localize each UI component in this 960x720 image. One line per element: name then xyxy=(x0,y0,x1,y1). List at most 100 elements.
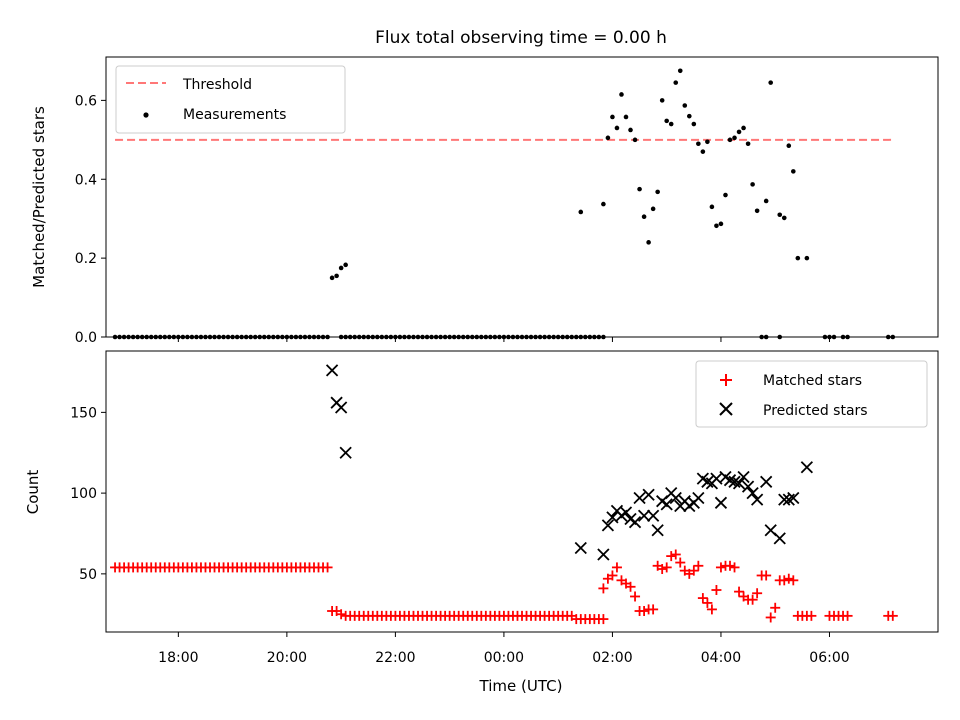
measurement-point xyxy=(637,186,642,192)
top-ylabel: Matched/Predicted stars xyxy=(30,106,48,288)
predicted-star-point xyxy=(619,506,633,519)
measurement-point xyxy=(682,103,688,108)
bottom-x-tick-label: 18:00 xyxy=(158,650,198,666)
matched-star-point xyxy=(322,562,333,573)
measurement-point xyxy=(628,127,633,133)
measurement-point xyxy=(714,223,719,229)
matched-star-point xyxy=(657,564,668,575)
measurement-point xyxy=(804,255,810,261)
legend-measurement-label: Measurements xyxy=(183,107,286,123)
measurement-point xyxy=(338,265,344,271)
predicted-star-point xyxy=(787,491,800,505)
matched-star-point xyxy=(598,583,609,594)
measurement-point xyxy=(768,80,773,85)
bottom-y-tick-label: 100 xyxy=(70,486,97,502)
predicted-star-point xyxy=(669,491,682,505)
matched-star-point xyxy=(715,562,726,573)
measurement-point xyxy=(786,143,792,149)
measurement-point xyxy=(343,262,348,268)
predicted-star-point xyxy=(692,491,705,505)
predicted-star-point xyxy=(339,446,352,459)
measurement-point xyxy=(795,255,801,261)
predicted-star-point xyxy=(574,541,587,555)
matched-star-point xyxy=(630,591,641,602)
predicted-star-point xyxy=(750,493,764,506)
measurement-point xyxy=(777,212,783,218)
matched-star-point xyxy=(765,612,776,623)
matched-star-point xyxy=(761,570,772,581)
measurement-point xyxy=(623,114,629,120)
measurement-point xyxy=(718,221,724,227)
predicted-star-point xyxy=(651,524,664,537)
measurement-point xyxy=(655,189,660,195)
predicted-star-point xyxy=(732,477,746,490)
measurement-point xyxy=(687,113,692,119)
bottom-legend: Matched stars Predicted stars xyxy=(695,360,928,428)
predicted-star-point xyxy=(628,516,642,529)
bottom-axes-frame xyxy=(105,350,939,633)
bottom-x-tick-label: 06:00 xyxy=(809,650,849,666)
bottom-data-layer xyxy=(110,364,898,625)
legend-matched-label: Matched stars xyxy=(763,373,862,389)
matched-star-point xyxy=(734,586,745,597)
predicted-star-point xyxy=(746,486,759,500)
predicted-star-point xyxy=(660,498,673,511)
matched-star-point xyxy=(887,610,898,621)
figure-title: Flux total observing time = 0.00 h xyxy=(375,28,667,48)
top-y-tick-label: 0.6 xyxy=(75,93,97,109)
measurement-point xyxy=(705,139,710,145)
measurement-point xyxy=(677,68,683,74)
matched-star-point xyxy=(670,549,681,560)
measurement-point xyxy=(727,137,733,143)
matched-star-point xyxy=(788,575,799,586)
predicted-star-point xyxy=(597,548,610,561)
matched-star-point xyxy=(842,610,853,621)
measurement-point xyxy=(763,198,769,204)
measurement-point xyxy=(745,141,751,147)
top-axes-frame xyxy=(105,56,939,338)
predicted-star-point xyxy=(737,470,750,484)
bottom-x-tick-label: 00:00 xyxy=(484,650,524,666)
measurement-point xyxy=(736,129,742,135)
matched-star-point xyxy=(661,562,672,573)
predicted-star-point xyxy=(800,461,814,474)
matched-star-point xyxy=(607,570,618,581)
measurement-point xyxy=(723,192,728,198)
measurement-point xyxy=(601,201,606,207)
matched-star-point xyxy=(688,565,699,576)
measurement-point xyxy=(619,92,624,97)
measurement-point xyxy=(741,125,746,131)
matched-star-point xyxy=(725,560,735,571)
bottom-y-ticks: 50 100 150 xyxy=(70,405,106,583)
predicted-star-point xyxy=(642,488,655,501)
top-panel: 0.0 0.2 0.4 0.6 Matched/Predicted stars Thr… xyxy=(30,56,939,346)
legend-threshold-label: Threshold xyxy=(182,77,252,93)
matched-star-point xyxy=(770,602,781,613)
matched-star-point xyxy=(702,597,713,608)
matched-star-point xyxy=(598,614,609,625)
matched-star-point xyxy=(666,551,677,562)
bottom-x-ticks: 18:00 20:00 22:00 00:00 02:00 04:00 06:00 xyxy=(158,632,850,666)
bottom-x-tick-label: 02:00 xyxy=(592,650,632,666)
top-y-tick-label: 0.4 xyxy=(75,172,97,188)
measurement-point xyxy=(578,209,584,215)
measurement-point xyxy=(732,135,737,141)
legend-measurement-swatch xyxy=(143,112,149,118)
matched-star-point xyxy=(693,560,704,571)
matched-star-point xyxy=(783,573,794,584)
top-y-tick-label: 0.0 xyxy=(75,330,97,346)
matched-star-point xyxy=(639,606,650,617)
measurement-point xyxy=(696,141,701,147)
top-y-tick-label: 0.2 xyxy=(75,251,97,267)
predicted-star-point xyxy=(637,509,651,522)
top-legend-box xyxy=(115,65,346,134)
predicted-star-point xyxy=(633,491,646,505)
measurement-point xyxy=(329,275,335,281)
matched-star-point xyxy=(706,604,717,615)
matched-star-point xyxy=(729,562,740,573)
matched-star-point xyxy=(625,581,636,592)
matched-star-point xyxy=(697,593,708,604)
matched-star-point xyxy=(675,557,686,568)
predicted-star-point xyxy=(646,509,660,522)
measurement-point xyxy=(700,149,706,154)
